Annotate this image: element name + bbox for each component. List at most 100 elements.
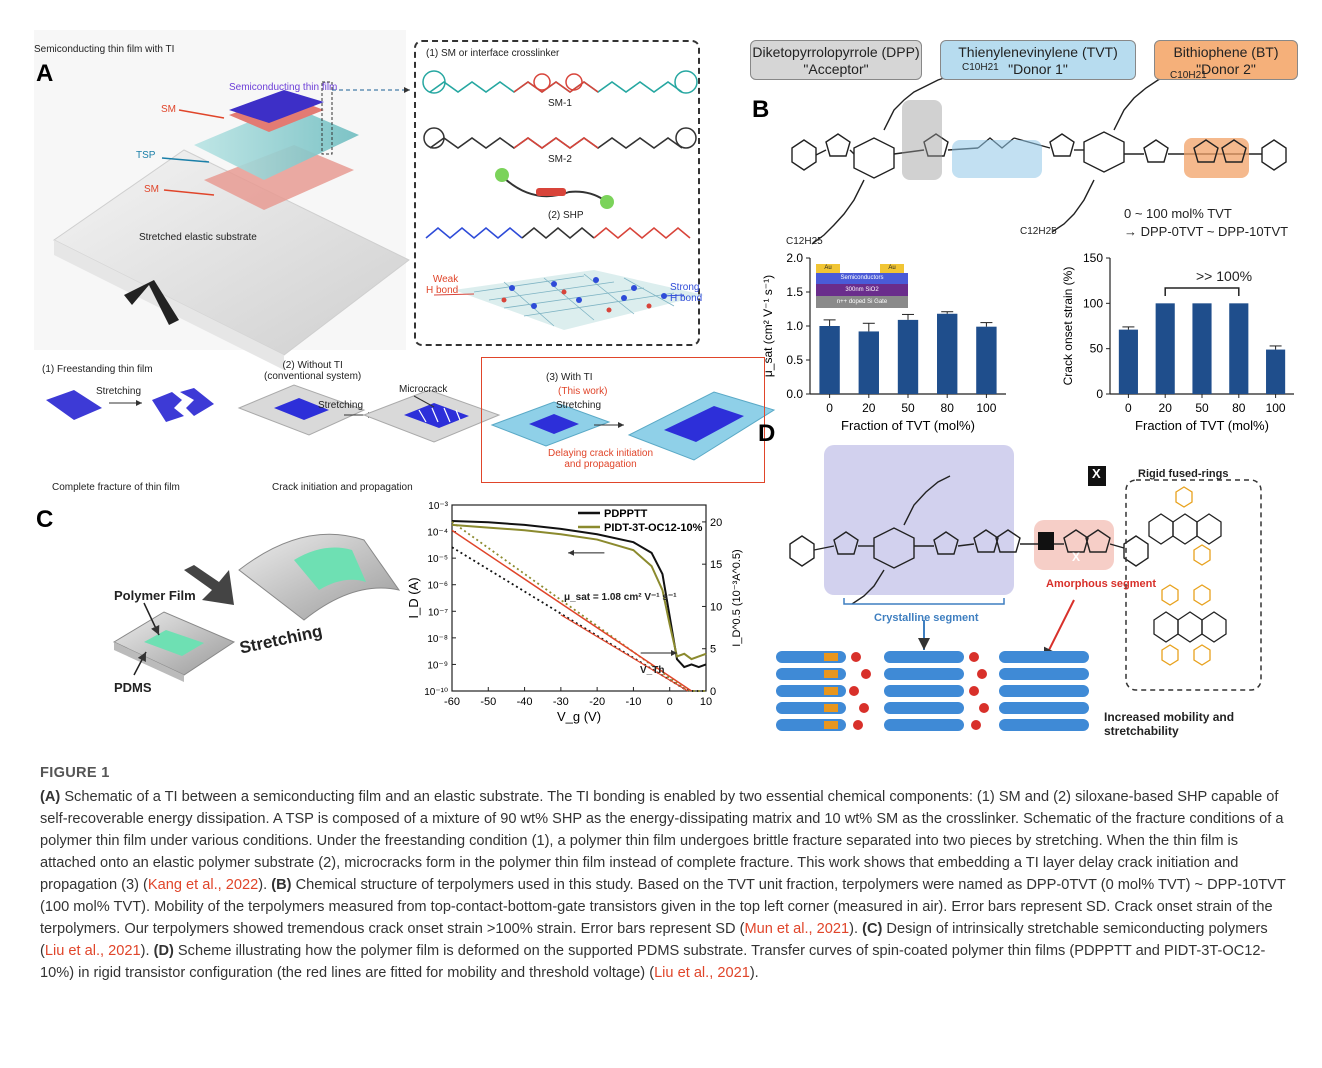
polymer-film-pointer	[143, 602, 160, 636]
inset-au-right: Au	[880, 264, 904, 273]
plot-frame	[451, 504, 707, 692]
bar	[858, 331, 879, 394]
x-unit-box	[1038, 532, 1054, 550]
rigid-rings-title: Rigid fused-rings	[1138, 468, 1229, 480]
x-tick-label: -30	[553, 696, 569, 708]
polymer-film	[144, 630, 204, 656]
caption-tag-1: (B)	[271, 877, 292, 893]
sm-bottom-pointer	[163, 189, 215, 196]
panel-d-letter: D	[758, 420, 776, 447]
dpp-core-1	[853, 137, 895, 179]
caption-tag-0: (A)	[40, 789, 61, 805]
thiophene-4	[1143, 139, 1169, 163]
strong-hbond-pointer	[663, 294, 685, 297]
dpp-highlight	[902, 100, 942, 180]
weak-hbond-pointer	[433, 293, 475, 296]
dpp-core-2	[1083, 131, 1125, 173]
bt-thiophene-1	[1193, 139, 1219, 163]
unit-bt-role: "Donor 2"	[1196, 61, 1256, 77]
x-tick-label: 20	[1159, 401, 1173, 415]
polymer-film-label: Polymer Film	[114, 588, 196, 603]
bt-highlight	[1184, 138, 1249, 178]
crosslinker-cartoon	[503, 177, 605, 201]
y-tick-label: 100	[1083, 296, 1103, 310]
bt-thiophene-2	[1221, 139, 1247, 163]
y-tick-label: 2.0	[786, 251, 803, 265]
sm1-ring-mid2	[565, 73, 583, 91]
pdms-label: PDMS	[114, 680, 152, 695]
substrate-label: Stretched elastic substrate	[139, 232, 257, 243]
panel-b-structure	[791, 69, 1287, 245]
chain-packing	[776, 651, 1089, 731]
sm1-ring-mid1	[533, 73, 551, 91]
device-inset: Au Au Semiconductors 300nm SiO2 n++ dope…	[816, 264, 908, 308]
crosslinker-end-left	[495, 168, 509, 182]
tsp-label: TSP	[136, 150, 156, 161]
x-tick-label: 100	[976, 401, 996, 415]
stretching-label-3: Stretching	[556, 400, 602, 411]
x-tick-label: -50	[480, 696, 496, 708]
d-thiophene-1	[833, 531, 859, 555]
panel-d-footer: Increased mobility and stretchability	[1104, 710, 1235, 738]
stretched-polymer-film	[294, 547, 366, 590]
tvt-highlight	[952, 140, 1042, 178]
inset-gate: n++ doped Si Gate	[816, 296, 908, 308]
chain-label-bottom-2: C12H25	[1020, 226, 1057, 237]
panel-a-header: Semiconducting thin film with TI	[34, 44, 175, 55]
caption-citation-0[interactable]: Kang et al., 2022	[147, 877, 259, 893]
pdms-edge	[114, 642, 184, 682]
unit-dpp: Diketopyrrolopyrrole (DPP) "Acceptor"	[750, 40, 922, 80]
x-tick-label: 80	[1232, 401, 1246, 415]
chain-label-top-1: C10H21	[962, 62, 999, 73]
caption-citation-2[interactable]: Liu et al., 2021	[44, 943, 141, 959]
caption-citation-1[interactable]: Mun et al., 2021	[744, 921, 850, 937]
d-amorphous-2	[1085, 529, 1111, 553]
bar	[819, 326, 840, 394]
d-thienothiophene-1	[973, 529, 999, 553]
stretched-film-with-ti	[664, 406, 744, 442]
fracture-conditions	[46, 384, 776, 461]
y-axis-label: I_D (A)	[406, 577, 421, 618]
fit-line-1	[451, 529, 692, 692]
y2-tick-label: 0	[710, 686, 716, 698]
x-unit-label: X	[1072, 550, 1081, 564]
side-chain-2	[811, 179, 865, 245]
rigid-rings-box	[1125, 479, 1262, 691]
thiophene-2	[923, 133, 949, 157]
unit-dpp-name: Diketopyrrolopyrrole (DPP)	[752, 44, 920, 60]
panel-a	[34, 30, 410, 370]
stretching-label-1: Stretching	[96, 386, 142, 397]
stretch-arrow-icon	[124, 280, 179, 325]
x-tick-label: -60	[444, 696, 460, 708]
crosslinker-box	[414, 40, 700, 346]
bar	[897, 319, 919, 394]
caption-citation-3[interactable]: Liu et al., 2021	[654, 965, 750, 981]
d-side-chain-2	[851, 569, 885, 605]
unit-dpp-role: "Acceptor"	[803, 61, 869, 77]
unit-tvt-role: "Donor 1"	[1008, 61, 1068, 77]
x-key-box	[1088, 466, 1106, 486]
y-tick-label: 0.5	[786, 353, 803, 367]
bar	[1229, 303, 1249, 394]
y-tick-label: 50	[1090, 342, 1104, 356]
microcrack-pointer	[413, 395, 435, 408]
unit-bt-name: Bithiophene (BT)	[1173, 44, 1279, 60]
thiophene-3	[1049, 133, 1075, 157]
inset-semiconductor: Semiconductors	[816, 273, 908, 284]
panel-c-letter: C	[36, 506, 54, 533]
film-cracked	[404, 403, 469, 428]
panel-c	[112, 533, 401, 682]
y2-axis-label: I_D^0.5 (10⁻³A^0.5)	[731, 549, 743, 646]
strong-hbond-label: Strong H bond	[670, 282, 703, 304]
sm1-ring-left	[422, 70, 446, 94]
caption-figure-label: FIGURE 1	[40, 765, 110, 781]
series-sqrt-1	[451, 521, 706, 692]
crystalline-label: Crystalline segment	[874, 612, 979, 624]
y2-tick-label: 20	[710, 517, 722, 529]
sm1-core	[513, 81, 599, 93]
bar	[1155, 303, 1175, 394]
crack-caption: Crack initiation and propagation	[272, 482, 413, 493]
shp-title: (2) SHP	[548, 210, 584, 221]
network-grid	[473, 273, 675, 327]
